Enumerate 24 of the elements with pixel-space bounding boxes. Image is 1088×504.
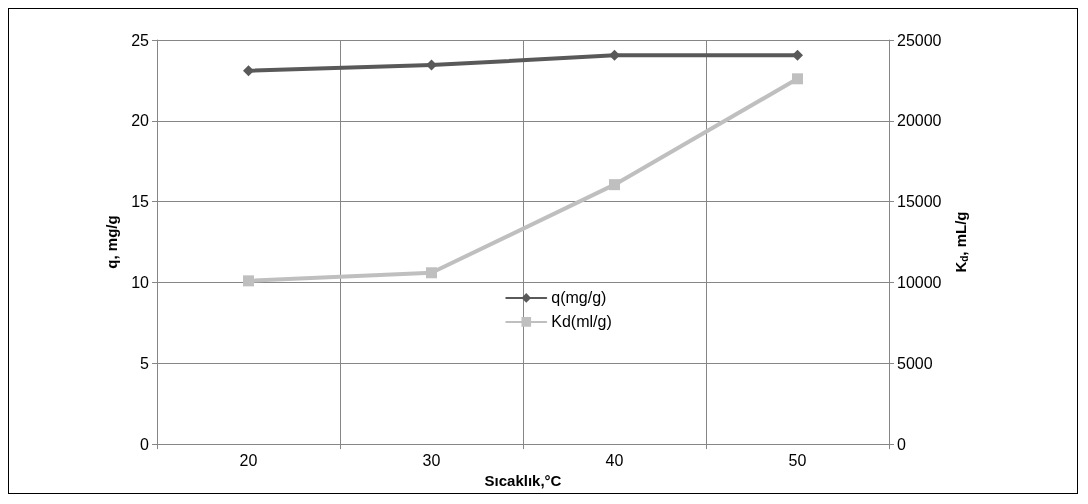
x-axis-title: Sıcaklık,°C xyxy=(484,472,562,489)
y2-tick-label: 15000 xyxy=(897,193,942,211)
y-tick-label: 15 xyxy=(131,193,150,211)
y2-tick-label: 0 xyxy=(897,435,906,453)
point xyxy=(243,275,254,287)
y2-tick-label: 25000 xyxy=(897,31,942,49)
y-tick-label: 25 xyxy=(131,31,150,49)
x-tick-label: 30 xyxy=(422,451,441,469)
x-tick-label: 50 xyxy=(788,451,807,469)
x-tick-label: 40 xyxy=(605,451,624,469)
x-tick-label: 20 xyxy=(239,451,258,469)
point xyxy=(426,267,437,279)
point xyxy=(609,179,620,191)
y2-tick-label: 10000 xyxy=(897,273,942,291)
y2-tick-label: 5000 xyxy=(897,354,933,372)
y2-tick-label: 20000 xyxy=(897,112,942,130)
y-axis-title: q, mg/g xyxy=(103,215,120,269)
legend-label: q(mg/g) xyxy=(551,289,607,307)
y-tick-label: 10 xyxy=(131,273,150,291)
point xyxy=(792,73,803,85)
y-tick-label: 20 xyxy=(131,112,150,130)
y-tick-label: 0 xyxy=(140,435,150,453)
legend-label: Kd(ml/g) xyxy=(551,313,612,331)
y-tick-label: 5 xyxy=(140,354,150,372)
